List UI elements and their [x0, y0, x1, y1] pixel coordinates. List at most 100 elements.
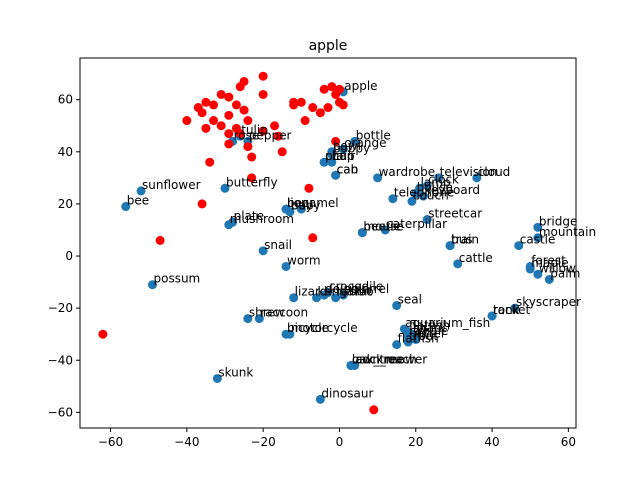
point-label: lamp [421, 175, 451, 189]
data-point-red [209, 100, 219, 110]
point-label: orange [344, 136, 386, 150]
data-point-red [327, 82, 337, 92]
data-point [544, 274, 554, 284]
point-label: baby [291, 199, 321, 213]
point-label: rose [234, 128, 260, 142]
point-label: poppy [333, 141, 370, 155]
y-tick-label: −60 [48, 405, 73, 419]
point-label: tulip [241, 123, 268, 137]
data-point [418, 191, 428, 201]
point-label: television [440, 165, 498, 179]
data-point-red [239, 105, 249, 115]
data-point-red [231, 100, 241, 110]
point-label: telephone [394, 186, 454, 200]
data-point [121, 202, 131, 212]
point-label: ray [409, 324, 428, 338]
data-point-red [197, 108, 207, 118]
point-label: dolphin [325, 282, 369, 296]
point-label: beetle [363, 220, 401, 234]
point-label: camel [302, 196, 338, 210]
point-label: snail [264, 238, 292, 252]
point-label: mushroom [230, 212, 294, 226]
data-point [220, 183, 230, 193]
data-point-red [300, 116, 310, 126]
point-label: lizard [295, 285, 328, 299]
point-label: bridge [539, 214, 578, 228]
data-point [136, 186, 146, 196]
point-label: clock [428, 173, 459, 187]
data-point-red [273, 131, 283, 141]
data-point-red [258, 89, 268, 99]
data-point-red [270, 121, 280, 131]
point-label: cup [333, 149, 355, 163]
data-point [453, 259, 463, 269]
data-point-red [338, 100, 348, 110]
data-point-red [258, 126, 268, 136]
data-point-red [201, 123, 211, 133]
data-point-red [289, 100, 299, 110]
point-label: skyscraper [516, 295, 581, 309]
data-point-red [258, 71, 268, 81]
data-point [327, 157, 337, 167]
data-point [285, 207, 295, 217]
data-point [388, 194, 398, 204]
data-point-red [224, 92, 234, 102]
data-point [319, 157, 329, 167]
data-point [254, 314, 264, 324]
y-axis: −60 −40 −20 0 20 40 60 [48, 93, 80, 419]
data-point-red [224, 129, 234, 139]
data-point-red [323, 103, 333, 113]
data-point-red [369, 405, 379, 415]
data-point-red [247, 173, 257, 183]
data-point [380, 225, 390, 235]
point-label: sunflower [142, 178, 201, 192]
x-tick-label: 20 [408, 435, 423, 449]
point-label: flatfish [398, 332, 439, 346]
y-tick-label: 0 [65, 249, 73, 263]
data-point [373, 173, 383, 183]
data-point [422, 181, 432, 191]
point-label: bicycle [287, 321, 329, 335]
point-label: plain [325, 149, 354, 163]
point-label: bus [451, 233, 472, 247]
data-point [258, 246, 268, 256]
data-point-red [315, 108, 325, 118]
point-label: wardrobe [379, 165, 436, 179]
point-label: train [451, 233, 479, 247]
data-point [315, 394, 325, 404]
point-label: dinosaur [321, 386, 373, 400]
data-point [434, 173, 444, 183]
chart-title: apple [309, 38, 348, 54]
x-tick-label: −20 [250, 435, 275, 449]
y-tick-label: −20 [48, 301, 73, 315]
point-label: crocodile [329, 280, 383, 294]
data-point [350, 136, 360, 146]
data-point [338, 290, 348, 300]
data-point-red [243, 116, 253, 126]
point-label: otter [417, 326, 446, 340]
data-point [331, 170, 341, 180]
labels-layer: applebottlebowlpoppyorangeplaincupchairc… [127, 79, 596, 400]
point-label: squirrel [344, 282, 389, 296]
point-label: kangaroo [318, 285, 374, 299]
data-point-red [247, 152, 257, 162]
point-label: skunk [218, 365, 253, 379]
data-point-red [304, 183, 314, 193]
data-point-red [224, 139, 234, 149]
point-label: keyboard [424, 183, 480, 197]
plot-frame [79, 57, 577, 429]
point-label: bee [127, 194, 149, 208]
point-label: aquarium_fish [405, 316, 490, 330]
point-label: cattle [459, 251, 493, 265]
point-label: shrew [249, 306, 285, 320]
point-label: mouse [363, 220, 403, 234]
point-label: bottle [356, 128, 391, 142]
points-layer [98, 71, 554, 415]
data-point-red [277, 147, 287, 157]
data-point [415, 183, 425, 193]
point-label: caterpillar [386, 217, 447, 231]
point-label: lion [287, 196, 309, 210]
point-label: streetcar [428, 207, 482, 221]
data-point [346, 360, 356, 370]
point-label: chair [325, 149, 355, 163]
